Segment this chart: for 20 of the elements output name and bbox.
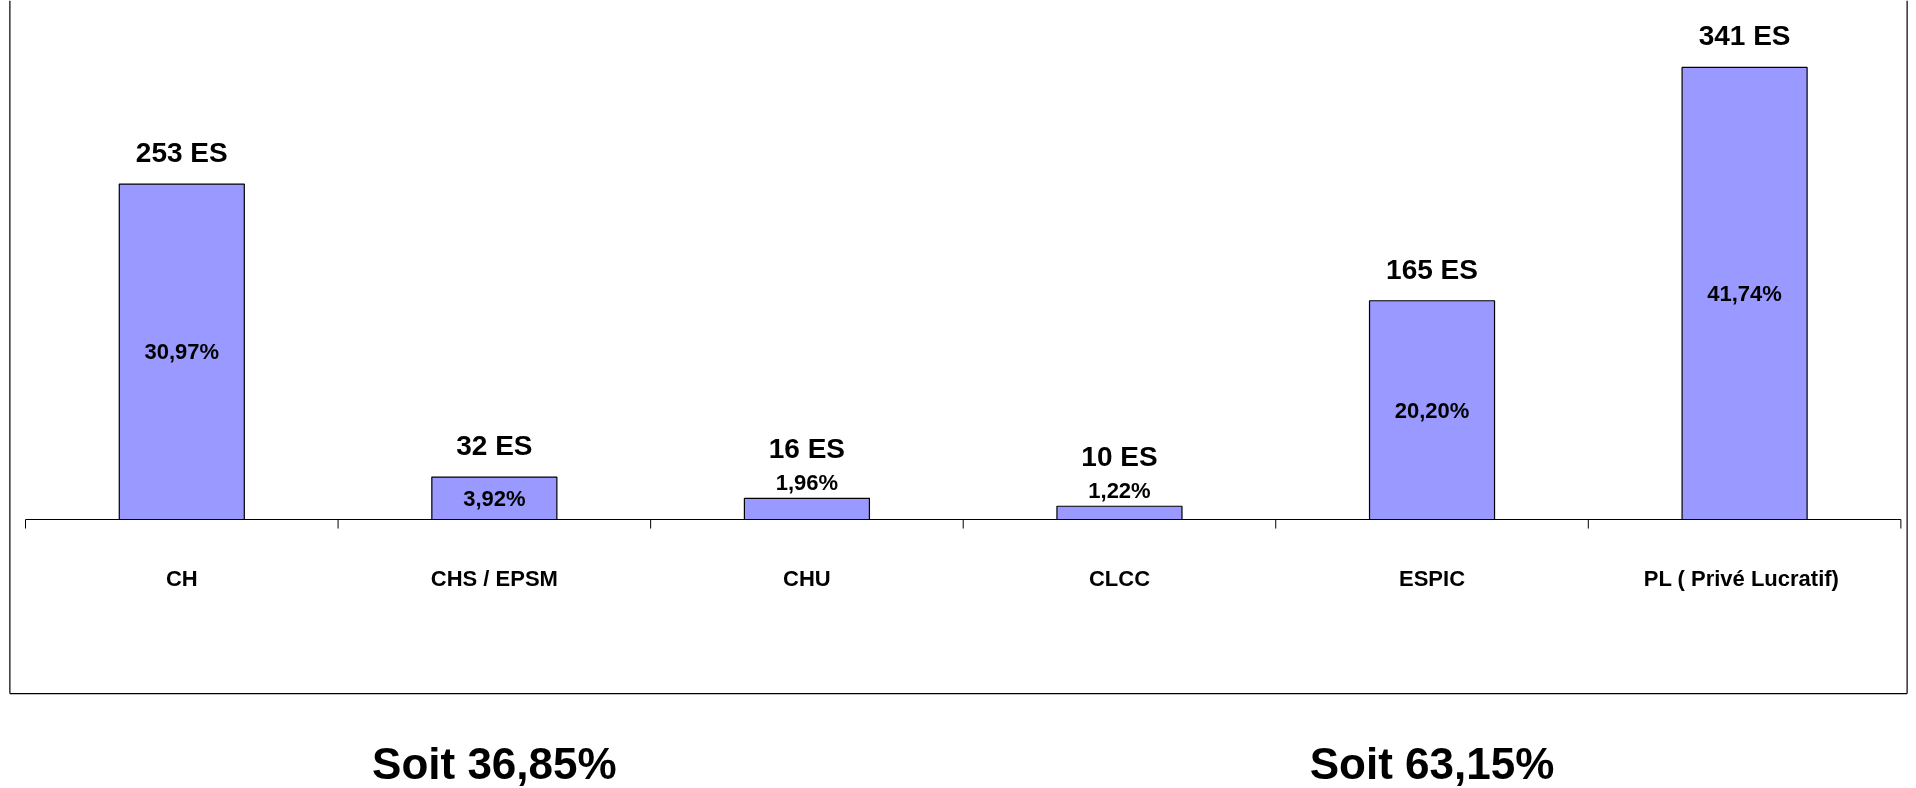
x-tick-label: CLCC bbox=[1088, 565, 1151, 591]
data-label: 10 ES bbox=[1081, 441, 1158, 473]
text: Soit 36,85% bbox=[372, 739, 617, 788]
data-label: 341 ES bbox=[1698, 20, 1791, 52]
x-tick-label: ESPIC bbox=[1399, 565, 1466, 591]
x-tick-label: CHU bbox=[783, 565, 831, 591]
x-tick-label: CHS / EPSM bbox=[430, 565, 558, 591]
annotation: 30,97% bbox=[144, 339, 220, 365]
annotation: 1,22% bbox=[1088, 477, 1151, 503]
data-label: 253 ES bbox=[135, 136, 228, 168]
text: Soit 63,15% bbox=[1309, 739, 1555, 788]
annotation: 3,92% bbox=[463, 485, 526, 511]
annotation: 1,96% bbox=[775, 469, 839, 495]
x-tick-label: PL ( Privé Lucratif) bbox=[1643, 565, 1839, 591]
x-tick-label: CH bbox=[165, 565, 198, 591]
data-label: 16 ES bbox=[768, 433, 846, 465]
data-label: 165 ES bbox=[1386, 253, 1478, 285]
data-label: 32 ES bbox=[456, 429, 533, 461]
annotation: 41,74% bbox=[1707, 280, 1782, 306]
annotation: 20,20% bbox=[1394, 397, 1470, 423]
